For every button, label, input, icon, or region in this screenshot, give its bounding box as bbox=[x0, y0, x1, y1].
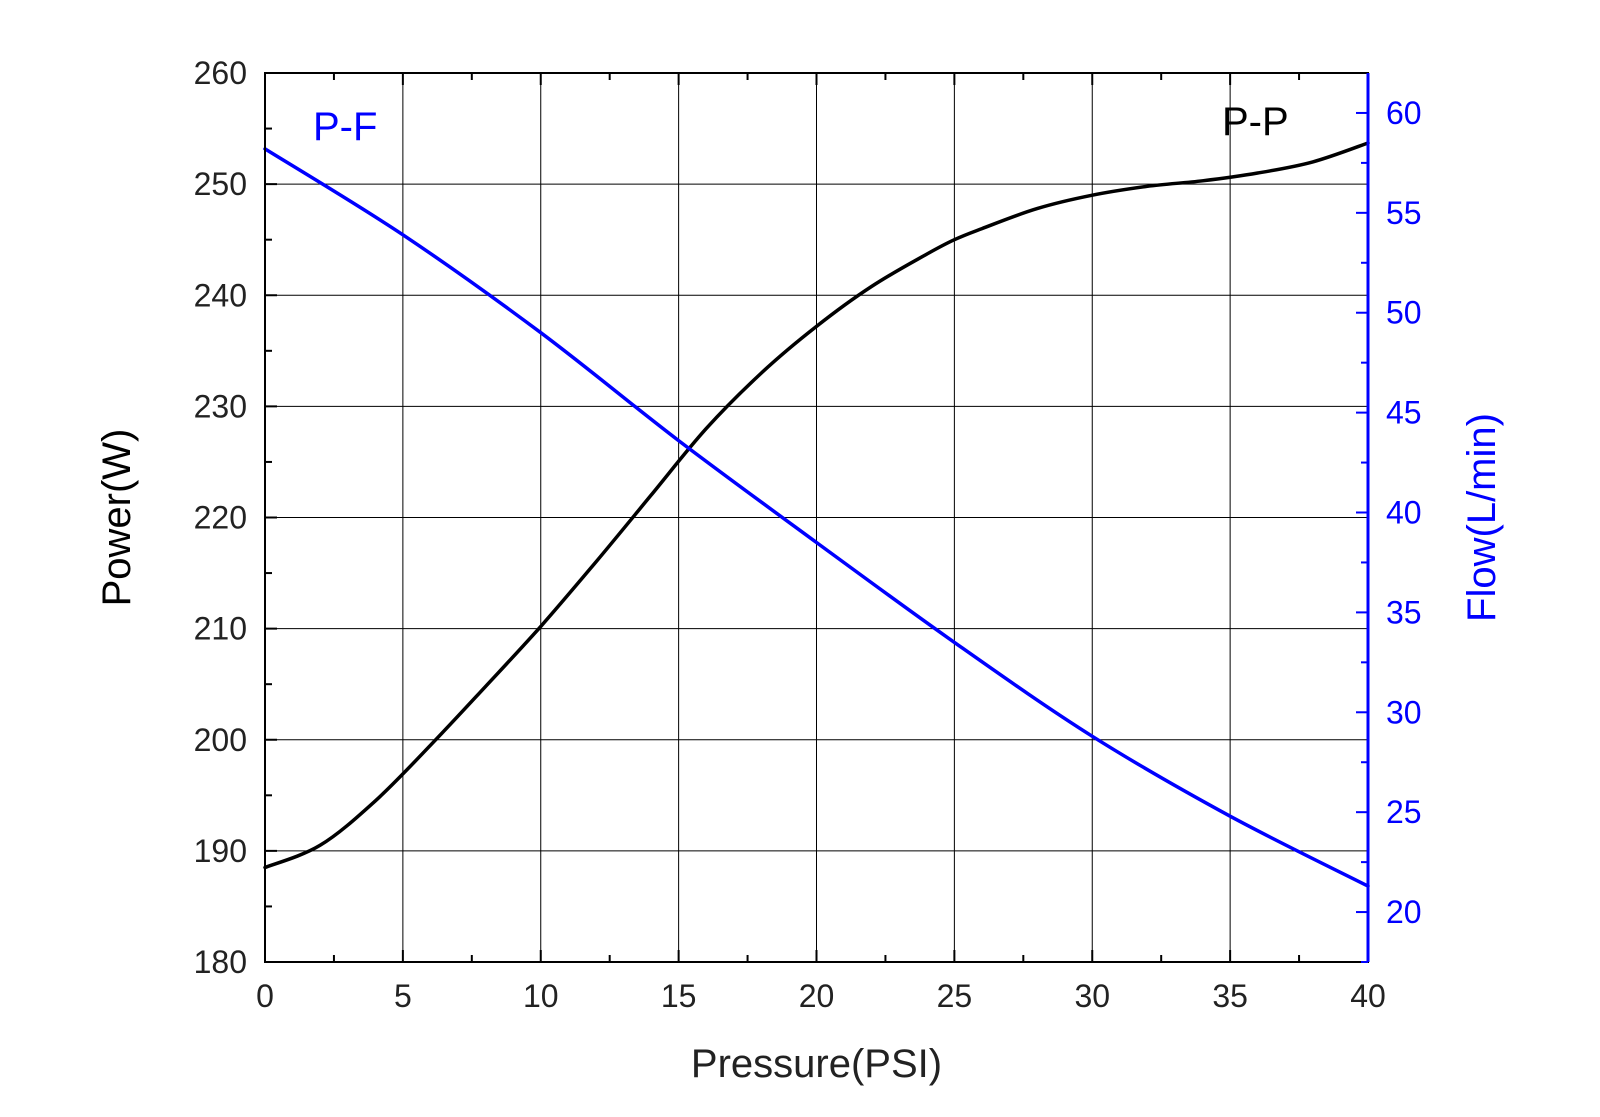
y-left-tick-label: 210 bbox=[194, 611, 247, 647]
y-right-tick-label: 55 bbox=[1386, 195, 1422, 231]
y-right-tick-label: 30 bbox=[1386, 694, 1422, 730]
y-left-tick-label: 260 bbox=[194, 55, 247, 91]
x-axis-title: Pressure(PSI) bbox=[691, 1042, 942, 1086]
right-y-axis-title: Flow(L/min) bbox=[1460, 413, 1504, 622]
tick-labels-layer: 0 5 10 15 20 25 30 35 40 180 190 200 210 220 230 240 250… bbox=[194, 55, 1422, 1014]
y-right-tick-label: 25 bbox=[1386, 794, 1422, 830]
series-layer bbox=[263, 141, 1370, 888]
y-left-tick-label: 240 bbox=[194, 277, 247, 313]
x-tick-label: 25 bbox=[937, 978, 973, 1014]
y-right-tick-label: 40 bbox=[1386, 495, 1422, 531]
series-line-p-p bbox=[263, 141, 1370, 870]
y-right-tick-label: 45 bbox=[1386, 395, 1422, 431]
x-tick-label: 15 bbox=[661, 978, 697, 1014]
ticks-layer bbox=[264, 72, 1370, 963]
series-label-p-f: P-F bbox=[313, 105, 377, 149]
series-label-p-p: P-P bbox=[1222, 100, 1289, 144]
series-line-p-f bbox=[263, 147, 1370, 888]
y-left-tick-label: 200 bbox=[194, 722, 247, 758]
y-left-tick-label: 250 bbox=[194, 166, 247, 202]
y-right-tick-label: 60 bbox=[1386, 95, 1422, 131]
left-y-axis-title: Power(W) bbox=[95, 429, 139, 607]
x-tick-label: 5 bbox=[394, 978, 412, 1014]
y-left-tick-label: 230 bbox=[194, 388, 247, 424]
y-left-tick-label: 180 bbox=[194, 944, 247, 980]
y-right-tick-label: 20 bbox=[1386, 894, 1422, 930]
y-right-tick-label: 35 bbox=[1386, 594, 1422, 630]
x-tick-label: 20 bbox=[799, 978, 835, 1014]
y-left-tick-label: 220 bbox=[194, 500, 247, 536]
x-tick-label: 40 bbox=[1350, 978, 1386, 1014]
y-left-tick-label: 190 bbox=[194, 833, 247, 869]
x-tick-label: 0 bbox=[256, 978, 274, 1014]
x-tick-label: 30 bbox=[1074, 978, 1110, 1014]
x-tick-label: 10 bbox=[523, 978, 559, 1014]
y-right-tick-label: 50 bbox=[1386, 295, 1422, 331]
grid bbox=[265, 73, 1368, 962]
x-tick-label: 35 bbox=[1212, 978, 1248, 1014]
